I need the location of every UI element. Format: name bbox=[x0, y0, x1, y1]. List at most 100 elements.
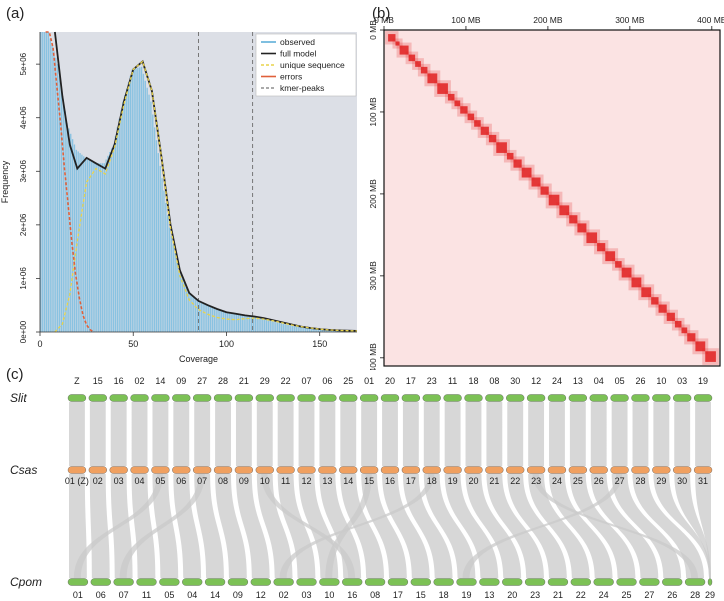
observed-bar bbox=[318, 329, 320, 332]
observed-bar bbox=[111, 148, 113, 332]
contact-block bbox=[540, 186, 549, 195]
observed-bar bbox=[250, 316, 253, 332]
csas-chromosome-label: 21 bbox=[489, 476, 499, 486]
contact-block bbox=[454, 100, 461, 107]
cpom-chromosome-label: 10 bbox=[324, 590, 334, 600]
contact-block bbox=[496, 142, 507, 153]
observed-bar bbox=[180, 274, 182, 332]
y-tick-label: 4e+06 bbox=[19, 106, 28, 129]
synteny-ribbon bbox=[152, 402, 169, 466]
csas-chromosome bbox=[297, 466, 316, 474]
synteny-ribbon bbox=[611, 474, 682, 578]
observed-bar bbox=[165, 202, 167, 332]
observed-bar bbox=[153, 127, 156, 332]
observed-bar bbox=[155, 140, 158, 332]
observed-bar bbox=[304, 327, 307, 332]
observed-bar bbox=[96, 163, 98, 332]
observed-bar bbox=[329, 329, 331, 332]
observed-bar bbox=[174, 253, 176, 332]
slit-chromosome bbox=[276, 394, 295, 402]
observed-bar bbox=[88, 160, 91, 332]
slit-chromosome-label: 28 bbox=[218, 376, 228, 386]
csas-chromosome bbox=[67, 466, 87, 474]
cpom-chromosome bbox=[387, 578, 409, 586]
observed-bar bbox=[127, 82, 130, 332]
csas-chromosome-label: 20 bbox=[468, 476, 478, 486]
csas-chromosome bbox=[380, 466, 400, 474]
observed-bar bbox=[196, 299, 199, 332]
panel-label-c: (c) bbox=[6, 366, 24, 383]
csas-chromosome-label: 28 bbox=[635, 476, 645, 486]
synteny-ribbon bbox=[69, 402, 85, 466]
observed-bar bbox=[273, 321, 275, 332]
observed-bar bbox=[94, 163, 96, 332]
x-tick-label: 150 bbox=[312, 339, 327, 349]
slit-chromosome bbox=[172, 394, 191, 402]
synteny-ribbon bbox=[423, 474, 476, 578]
observed-bar bbox=[280, 323, 283, 332]
observed-bar bbox=[224, 311, 227, 332]
cpom-chromosome-label: 23 bbox=[530, 590, 540, 600]
observed-bar bbox=[191, 294, 193, 332]
slit-chromosome bbox=[339, 394, 358, 402]
synteny-ribbon bbox=[325, 474, 372, 578]
contact-block bbox=[641, 287, 652, 298]
cpom-chromosome bbox=[136, 578, 157, 586]
synteny-ribbon bbox=[465, 402, 482, 466]
slit-chromosome bbox=[422, 394, 441, 402]
observed-bar bbox=[234, 313, 236, 332]
csas-chromosome-label: 11 bbox=[281, 476, 290, 486]
heatmap-frame bbox=[383, 29, 721, 367]
synteny-ribbon bbox=[131, 474, 156, 578]
csas-chromosome-label: 14 bbox=[343, 476, 353, 486]
observed-bar bbox=[125, 88, 128, 333]
observed-bar bbox=[331, 330, 333, 332]
slit-chromosome-label: 13 bbox=[573, 376, 583, 386]
observed-bar bbox=[172, 244, 174, 332]
left-tick-label: 0 MB bbox=[368, 20, 378, 40]
unique-sequence-line bbox=[54, 60, 358, 333]
synteny-ribbon bbox=[611, 402, 628, 466]
cpom-chromosome bbox=[90, 578, 111, 586]
synteny-ribbon bbox=[194, 402, 211, 466]
csas-chromosome bbox=[401, 466, 421, 474]
csas-chromosome bbox=[339, 466, 358, 474]
cpom-chromosome-label: 29 bbox=[705, 590, 715, 600]
slit-chromosome-label: 16 bbox=[114, 376, 124, 386]
observed-bar bbox=[157, 153, 160, 332]
synteny-ribbon bbox=[215, 402, 231, 466]
observed-bar bbox=[137, 67, 139, 333]
cpom-chromosome-label: 26 bbox=[667, 590, 677, 600]
slit-chromosome bbox=[673, 394, 692, 402]
synteny-ribbons bbox=[69, 402, 711, 578]
contact-block bbox=[569, 215, 578, 224]
csas-chromosome bbox=[673, 466, 692, 474]
slit-chromosome-label: 18 bbox=[468, 376, 478, 386]
csas-chromosome bbox=[526, 466, 546, 474]
synteny-ribbon bbox=[119, 474, 205, 578]
synteny-ribbon bbox=[569, 474, 636, 578]
slit-chromosome bbox=[568, 394, 587, 402]
synteny-ribbon bbox=[298, 474, 339, 578]
observed-bar bbox=[64, 111, 66, 333]
observed-bar bbox=[150, 101, 152, 333]
synteny-ribbon bbox=[235, 402, 252, 466]
cpom-chromosome-label: 13 bbox=[484, 590, 494, 600]
csas-chromosome-label: 07 bbox=[197, 476, 207, 486]
synteny-ribbon bbox=[653, 402, 670, 466]
legend-label: kmer-peaks bbox=[280, 83, 324, 93]
observed-bar bbox=[142, 73, 145, 333]
synteny-ribbon bbox=[215, 474, 247, 578]
cpom-chromosome bbox=[707, 578, 713, 586]
cpom-chromosome-label: 08 bbox=[370, 590, 380, 600]
observed-bar bbox=[101, 163, 104, 332]
cpom-chromosome bbox=[364, 578, 386, 586]
cpom-chromosome bbox=[662, 578, 683, 586]
slit-chromosome-label: 24 bbox=[552, 376, 562, 386]
contact-block bbox=[605, 251, 616, 262]
csas-chromosome-label: 13 bbox=[322, 476, 332, 486]
observed-bar bbox=[178, 270, 180, 332]
slit-chromosome bbox=[359, 394, 379, 402]
slit-chromosomes: Z 15 16 02 14 09 27 28 21 29 22 07 06 25 01 20 17 23 11 18 0… bbox=[67, 376, 713, 402]
observed-bar bbox=[200, 301, 202, 332]
